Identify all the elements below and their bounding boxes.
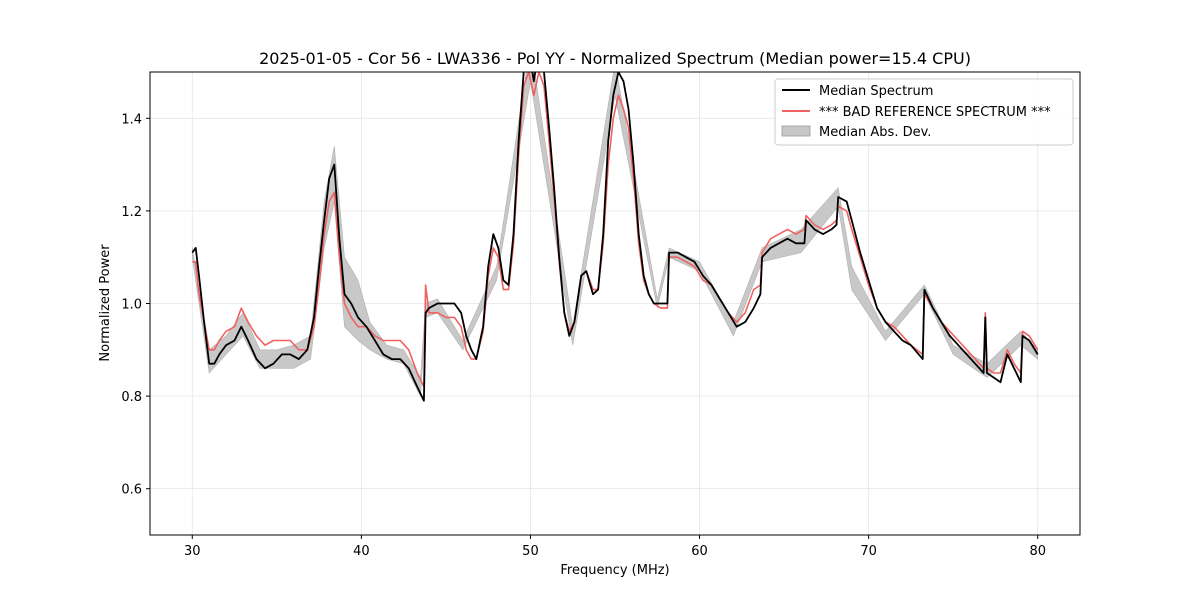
plot-area: [191, 72, 1039, 402]
x-tick-label: 40: [353, 544, 370, 559]
y-tick-label: 1.4: [121, 112, 142, 127]
legend-label-bad-reference: *** BAD REFERENCE SPECTRUM ***: [819, 105, 1051, 120]
legend-swatch-mad: [781, 125, 811, 137]
x-tick-label: 70: [860, 544, 877, 559]
y-tick-label: 0.8: [121, 390, 142, 405]
y-axis-ticks: 0.6 0.8 1.0 1.2 1.4: [121, 112, 150, 498]
y-tick-label: 1.0: [121, 298, 142, 313]
legend-label-median: Median Spectrum: [819, 84, 933, 99]
x-tick-label: 30: [184, 544, 201, 559]
x-axis-ticks: 30 40 50 60 70 80: [184, 535, 1046, 559]
y-tick-label: 0.6: [121, 483, 142, 498]
x-tick-label: 60: [691, 544, 708, 559]
legend-label-mad: Median Abs. Dev.: [819, 125, 931, 140]
y-tick-label: 1.2: [121, 205, 142, 220]
y-axis-label: Normalized Power: [98, 244, 113, 362]
x-axis-label: Frequency (MHz): [560, 563, 669, 578]
x-tick-label: 80: [1029, 544, 1046, 559]
mad-band: [192, 72, 1038, 398]
chart-title: 2025-01-05 - Cor 56 - LWA336 - Pol YY - …: [259, 49, 971, 68]
x-tick-label: 50: [522, 544, 539, 559]
legend: Median Spectrum *** BAD REFERENCE SPECTR…: [774, 78, 1074, 146]
legend-box: [774, 78, 1074, 146]
median-spectrum-line: [191, 72, 1039, 402]
